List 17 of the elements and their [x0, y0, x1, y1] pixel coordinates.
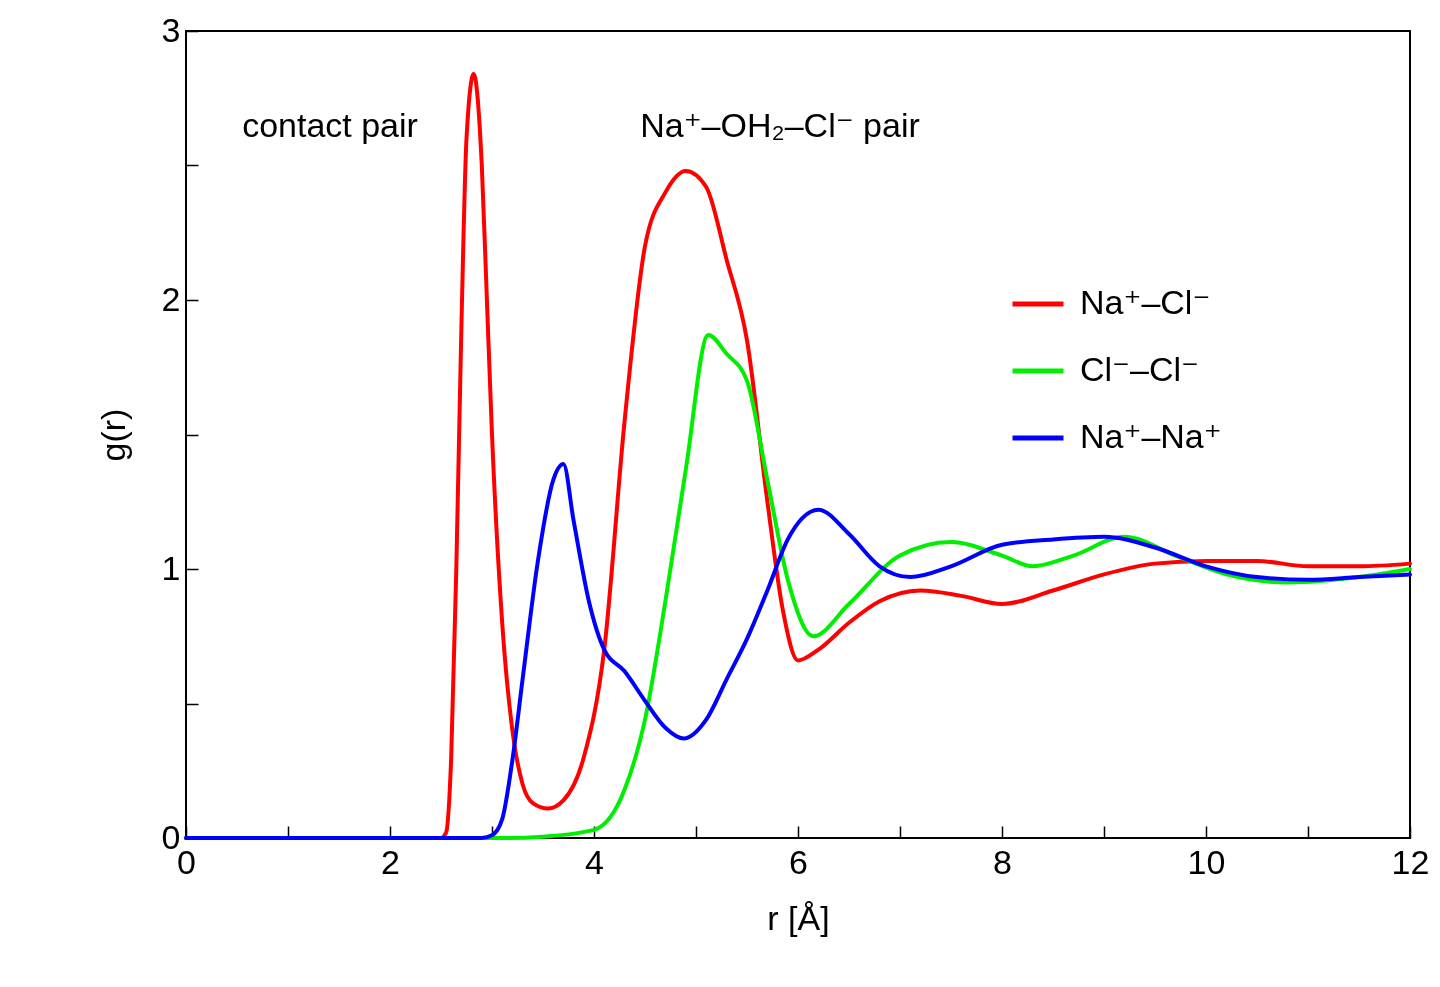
y-axis-title: g(r) — [93, 408, 132, 462]
x-tick-label: 6 — [789, 842, 808, 881]
x-tick-label: 2 — [381, 842, 400, 881]
y-tick-label: 2 — [161, 279, 181, 318]
x-tick-label: 4 — [585, 842, 604, 881]
x-tick-label: 10 — [1187, 842, 1226, 881]
y-tick-label: 1 — [161, 548, 181, 587]
x-tick-label: 12 — [1391, 842, 1430, 881]
x-axis-title: r [Å] — [767, 898, 830, 937]
x-tick-label: 8 — [993, 842, 1012, 881]
annotation: contact pair — [242, 106, 418, 144]
annotation: Na⁺–OH₂–Cl⁻ pair — [640, 106, 920, 144]
legend-label: Cl⁻–Cl⁻ — [1080, 350, 1200, 388]
legend-label: Na⁺–Cl⁻ — [1080, 283, 1211, 321]
line-series — [184, 462, 1412, 840]
legend-label: Na⁺–Na⁺ — [1080, 417, 1222, 455]
y-tick-label: 3 — [161, 10, 181, 49]
